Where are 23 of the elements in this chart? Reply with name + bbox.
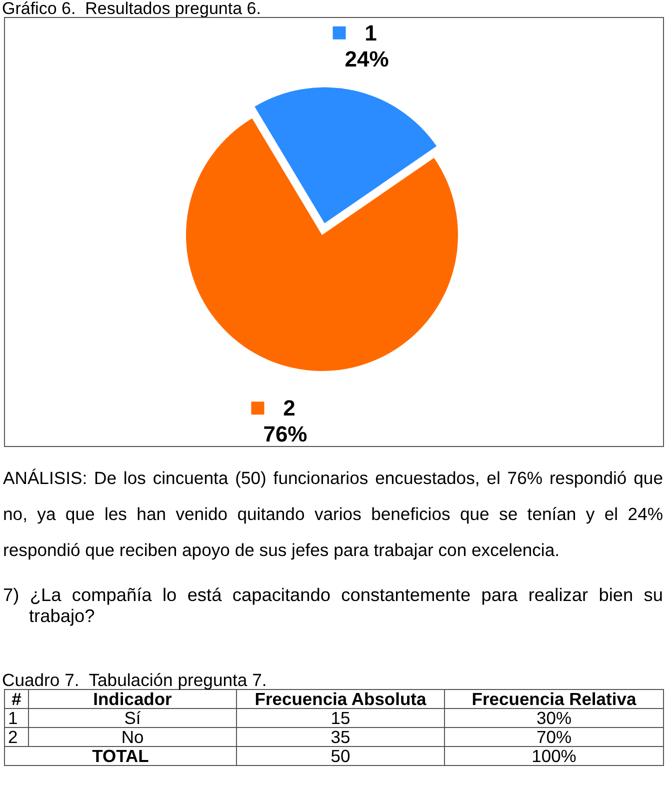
data-label: 76% <box>263 422 308 447</box>
text: Indicador <box>28 689 236 709</box>
chart-title: Gráfico 6. Resultados pregunta 6. <box>1 0 262 18</box>
legend-label: 1 <box>364 20 377 46</box>
text: 70% <box>444 727 664 747</box>
text: 35 <box>236 727 444 747</box>
text: Frecuencia Relativa <box>444 689 664 709</box>
text: 1 <box>4 708 28 728</box>
text: No <box>28 727 236 747</box>
text: 2 <box>4 727 28 747</box>
text: 15 <box>236 708 444 728</box>
text: ANÁLISIS: De los cincuenta (50) funcionarios encuestados, el 76% respondió que no, ya que les han venido quitando varios beneficios que se tenían y el 24% respondió que reciben apoyo de sus jefes para trabajar con excelencia. <box>3 467 663 562</box>
text: # <box>4 689 28 709</box>
text: Cuadro 7. Tabulación pregunta 7. <box>1 670 268 690</box>
text: 30% <box>444 708 664 728</box>
text: 100% <box>444 746 664 766</box>
text: Frecuencia Absoluta <box>236 689 444 709</box>
legend-label: 2 <box>283 396 296 421</box>
data-label: 24% <box>344 46 389 72</box>
text: 50 <box>236 746 444 766</box>
text: Sí <box>28 708 236 728</box>
text: 7) ¿La compañía lo está capacitando constantemente para realizar bien su trabajo? <box>3 585 663 627</box>
text: TOTAL <box>4 746 236 766</box>
